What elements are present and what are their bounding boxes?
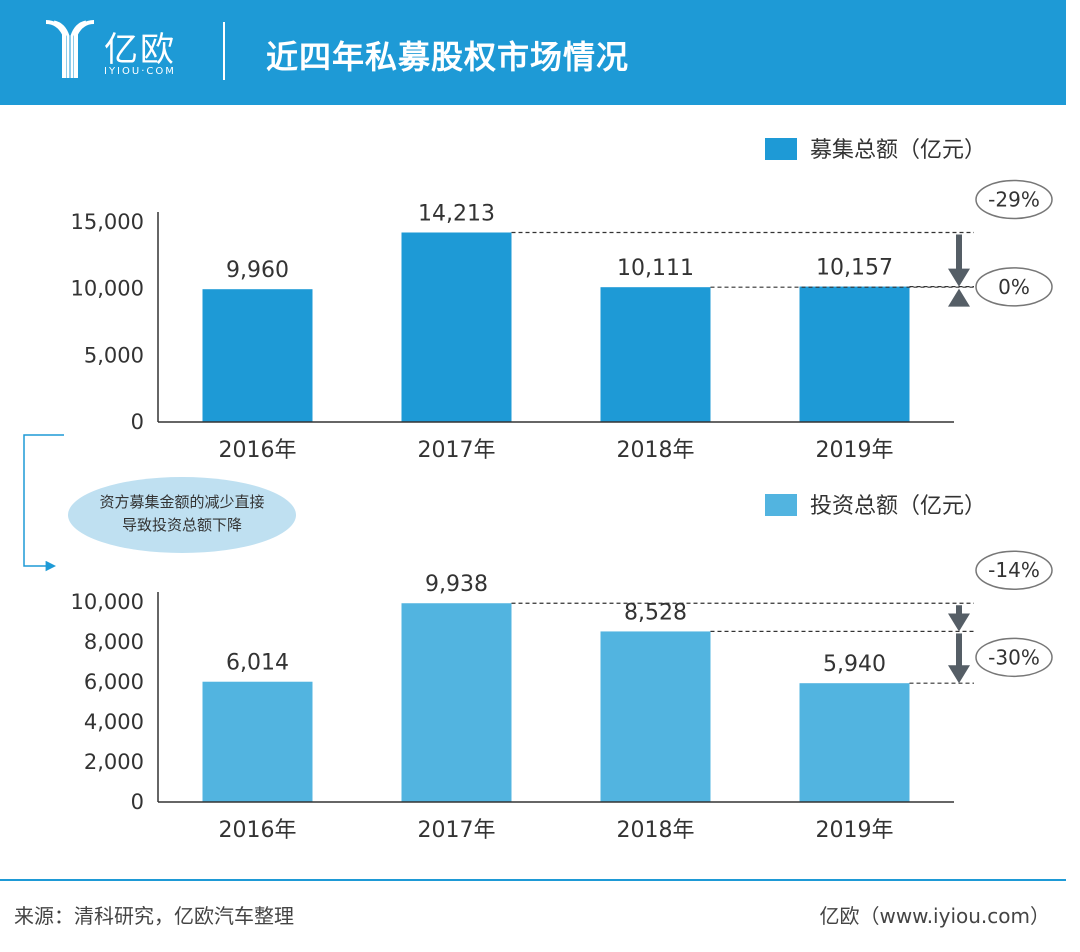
header-banner: 亿欧 IYIOU·COM 近四年私募股权市场情况 — [0, 0, 1066, 105]
bar — [799, 683, 910, 802]
change-badge-label: -29% — [988, 187, 1040, 211]
y-tick-label: 4,000 — [84, 710, 144, 734]
bar — [401, 232, 512, 422]
y-tick-label: 5,000 — [84, 343, 144, 367]
chart-area: 募集总额（亿元） 0 5,000 10,000 15,000 9,960 14,213 1… — [23, 138, 1053, 843]
change-annotations: -29% 0% — [511, 179, 1053, 307]
x-tick-label: 2016年 — [219, 818, 297, 843]
logo-text: 亿欧 — [104, 30, 176, 70]
data-label: 8,528 — [624, 600, 687, 625]
change-badge — [975, 179, 1053, 220]
data-label: 10,157 — [816, 256, 893, 281]
x-tick-label: 2019年 — [816, 438, 894, 463]
legend-swatch — [765, 138, 797, 160]
data-label: 5,940 — [823, 652, 886, 677]
data-label: 6,014 — [226, 651, 289, 676]
data-label: 14,213 — [418, 201, 495, 226]
bar — [799, 286, 910, 422]
y-tick-label: 8,000 — [84, 630, 144, 654]
bar — [202, 289, 313, 422]
x-tick-label: 2016年 — [219, 438, 297, 463]
y-tick-label: 15,000 — [71, 210, 144, 234]
change-badge — [975, 637, 1053, 678]
change-badge-label: 0% — [998, 275, 1030, 299]
y-tick-label: 2,000 — [84, 750, 144, 774]
source-note: 来源：清科研究，亿欧汽车整理 — [14, 904, 294, 928]
callout-note: 资方募集金额的减少直接 导致投资总额下降 — [23, 434, 296, 572]
callout-line-2: 导致投资总额下降 — [122, 516, 242, 534]
iyiou-logo-icon — [45, 20, 95, 78]
data-labels: 9,960 14,213 10,111 10,157 — [226, 201, 893, 283]
footer-divider — [0, 879, 1066, 881]
callout-line-1: 资方募集金额的减少直接 — [99, 493, 264, 511]
fundraising-chart: 募集总额（亿元） 0 5,000 10,000 15,000 9,960 14,213 1… — [71, 138, 1053, 463]
bar — [202, 681, 313, 802]
data-label: 10,111 — [617, 256, 694, 281]
header-divider — [223, 22, 225, 80]
x-axis: 2016年 2017年 2018年 2019年 — [158, 421, 954, 463]
data-labels: 6,014 9,938 8,528 5,940 — [226, 572, 886, 677]
x-tick-label: 2019年 — [816, 818, 894, 843]
legend-label: 募集总额（亿元） — [810, 138, 986, 163]
callout-connector — [23, 434, 64, 572]
down-arrow-icon — [948, 613, 970, 632]
logo-subtext: IYIOU·COM — [104, 66, 176, 77]
bar-series — [202, 603, 910, 802]
y-tick-label: 6,000 — [84, 670, 144, 694]
up-arrow-icon — [948, 288, 970, 307]
x-tick-label: 2018年 — [617, 438, 695, 463]
legend-label: 投资总额（亿元） — [810, 494, 986, 519]
change-badge-label: -30% — [988, 645, 1040, 669]
down-arrow-icon — [948, 665, 970, 684]
data-label: 9,960 — [226, 258, 289, 283]
legend-swatch — [765, 494, 797, 516]
data-label: 9,938 — [425, 572, 488, 597]
y-tick-label: 10,000 — [71, 590, 144, 614]
page-title: 近四年私募股权市场情况 — [266, 38, 630, 76]
y-tick-label: 10,000 — [71, 277, 144, 301]
bar — [401, 603, 512, 802]
callout-bubble — [68, 477, 296, 553]
site-credit: 亿欧（www.iyiou.com） — [819, 904, 1050, 928]
bar-series — [202, 232, 910, 422]
x-tick-label: 2018年 — [617, 818, 695, 843]
change-badge — [975, 550, 1053, 590]
y-axis: 0 2,000 4,000 6,000 8,000 10,000 — [71, 590, 159, 814]
down-arrow-icon — [948, 268, 970, 287]
x-axis: 2016年 2017年 2018年 2019年 — [158, 801, 954, 843]
x-tick-label: 2017年 — [418, 818, 496, 843]
x-tick-label: 2017年 — [418, 438, 496, 463]
change-badge — [975, 267, 1053, 307]
y-tick-label: 0 — [131, 410, 144, 434]
change-annotations: -14% -30% — [511, 550, 1053, 684]
bar — [600, 631, 711, 802]
y-axis: 0 5,000 10,000 15,000 — [71, 210, 159, 434]
investment-chart: 投资总额（亿元） 0 2,000 4,000 6,000 8,000 10,000 6,0… — [71, 494, 1053, 843]
change-badge-label: -14% — [988, 558, 1040, 582]
y-tick-label: 0 — [131, 790, 144, 814]
bar — [600, 287, 711, 422]
